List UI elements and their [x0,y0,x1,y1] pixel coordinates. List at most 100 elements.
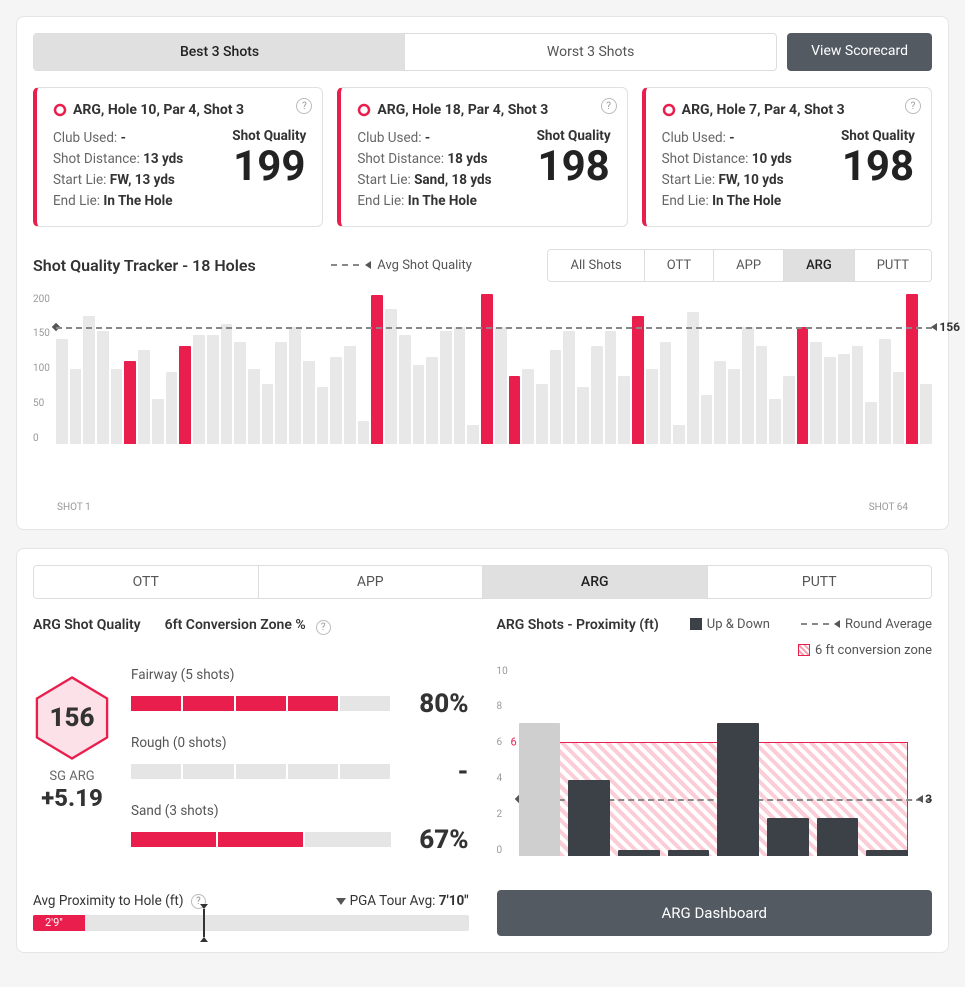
category-tab-putt[interactable]: PUTT [708,566,932,598]
tracker-bar [83,316,95,444]
view-scorecard-button[interactable]: View Scorecard [787,33,932,71]
shots-panel: Best 3 ShotsWorst 3 Shots View Scorecard… [16,16,949,530]
conv-row: Sand (3 shots) 67% [131,803,469,855]
tracker-bar [248,369,260,444]
prox-chart: 1086420 6 3 [497,666,933,876]
prox-y-axis: 1086420 [497,666,508,856]
tracker-bar [618,376,630,444]
category-tab-app[interactable]: APP [259,566,484,598]
category-tabs: OTTAPPARGPUTT [33,565,932,599]
prox-chart-body [519,666,909,856]
tracker-bar [385,309,397,444]
tracker-bar [920,384,932,444]
prox-bar [668,850,710,856]
info-icon[interactable]: ? [316,620,331,635]
tracker-bar [440,331,452,444]
tracker-bar [742,327,754,443]
tracker-bar [728,369,740,444]
category-tab-arg[interactable]: ARG [483,566,708,598]
tracker-bar [879,339,891,444]
tracker-bar [522,369,534,444]
card-title: ARG, Hole 10, Par 4, Shot 3 [53,102,306,118]
tracker-bar [509,376,521,444]
card-details: Club Used: - Shot Distance: 10 yds Start… [662,128,792,212]
conversion-block: Fairway (5 shots) 80% Rough (0 shots) - … [131,667,469,871]
tracker-bar [906,294,918,444]
tracker-bar [371,295,383,444]
tracker-bar [152,399,164,444]
lower-grid: ARG Shot Quality 6ft Conversion Zone % ?… [33,617,932,936]
tracker-bar [865,402,877,443]
tracker-bar [454,327,466,443]
tracker-bar [563,331,575,444]
tracker-bar [124,361,136,444]
tracker-bar [426,357,438,443]
tracker-bar [399,335,411,444]
tracker-bar [344,346,356,444]
tracker-bar [797,327,809,443]
tracker-bar [358,421,370,444]
card-title: ARG, Hole 7, Par 4, Shot 3 [662,102,915,118]
tracker-tab-app[interactable]: APP [714,250,784,281]
tracker-bar [536,384,548,444]
info-icon[interactable]: ? [601,98,617,114]
right-header: ARG Shots - Proximity (ft) Up & Down Rou… [497,617,933,658]
sg-label: SG ARG [33,769,111,784]
tracker-bar [577,387,589,443]
hex-icon: 156 [33,675,111,761]
chart-body: 156 [56,294,932,444]
tracker-bar [234,342,246,443]
tracker-bar [413,365,425,444]
shots-segment-0[interactable]: Best 3 Shots [34,34,405,70]
category-tab-ott[interactable]: OTT [34,566,259,598]
tracker-bar [714,361,726,444]
tracker-bar [838,354,850,444]
tracker-bar [632,316,644,444]
tracker-tab-putt[interactable]: PUTT [855,250,931,281]
info-icon[interactable]: ? [296,98,312,114]
lower-right: ARG Shots - Proximity (ft) Up & Down Rou… [497,617,933,936]
tracker-tab-all-shots[interactable]: All Shots [548,250,644,281]
tracker-bar [673,425,685,444]
shots-segment-1[interactable]: Worst 3 Shots [405,34,776,70]
conv-pct: 67% [409,825,469,855]
prox-chart-title: ARG Shots - Proximity (ft) [497,617,659,633]
conv-name: Fairway (5 shots) [131,667,469,683]
info-icon[interactable]: ? [905,98,921,114]
tracker-bar [275,342,287,443]
conv-bar [131,696,391,711]
hex-value: 156 [50,703,95,733]
tracker-bar [687,312,699,443]
tracker-bar [317,387,329,443]
tracker-bar [660,342,672,443]
conv-bar [131,832,391,847]
tracker-tab-ott[interactable]: OTT [645,250,714,281]
prox-bar [817,818,859,856]
sq-title: ARG Shot Quality [33,617,141,647]
tracker-chart: 200150100500 156 [33,294,932,474]
pga-value: 7'10" [439,893,469,909]
sq-value: 198 [841,144,915,190]
shot-card-0: ? ARG, Hole 10, Par 4, Shot 3 Club Used:… [33,87,323,227]
tracker-bar [495,327,507,443]
y-axis: 200150100500 [33,294,56,444]
prox-bar [717,723,759,856]
lower-left: ARG Shot Quality 6ft Conversion Zone % ?… [33,617,469,936]
tracker-bar [852,346,864,444]
avg-badge: 156 [931,320,960,334]
tracker-bar [550,350,562,444]
tracker-tab-arg[interactable]: ARG [784,250,855,281]
tracker-bar [591,346,603,444]
tracker-bar [481,294,493,444]
tracker-bar [289,327,301,443]
arg-dashboard-button[interactable]: ARG Dashboard [497,890,933,936]
card-details: Club Used: - Shot Distance: 18 yds Start… [357,128,491,212]
tracker-bar [824,357,836,443]
conv-pct: - [409,757,469,787]
prox-bar [618,850,660,856]
prox-bar [519,723,561,856]
prox-header: Avg Proximity to Hole (ft) ? PGA Tour Av… [33,893,469,909]
card-details: Club Used: - Shot Distance: 13 yds Start… [53,128,183,212]
tracker-header: Shot Quality Tracker - 18 Holes Avg Shot… [33,249,932,282]
shot-cards: ? ARG, Hole 10, Par 4, Shot 3 Club Used:… [33,87,932,227]
